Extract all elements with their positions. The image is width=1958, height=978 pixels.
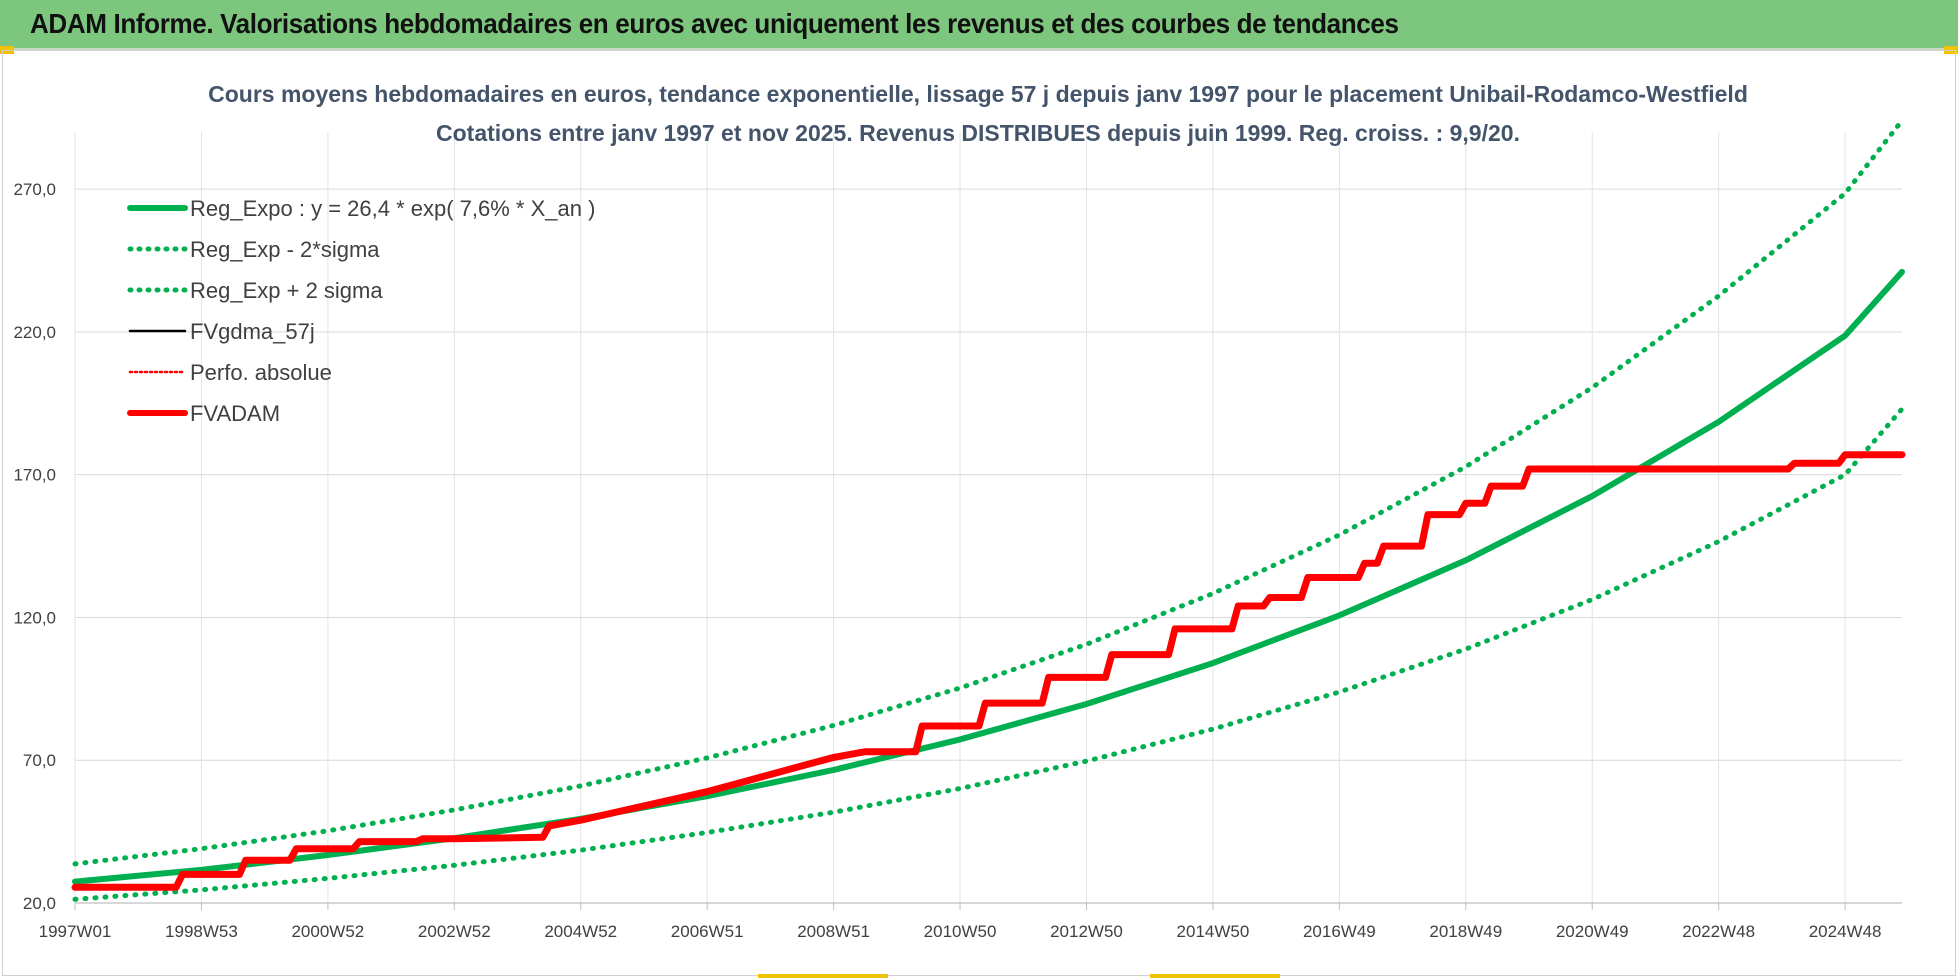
x-tick-label: 2008W51 — [797, 922, 870, 941]
y-tick-label: 170,0 — [13, 466, 56, 485]
x-tick-label: 1997W01 — [39, 922, 112, 941]
x-tick-label: 2014W50 — [1177, 922, 1250, 941]
series-line-0 — [72, 268, 1905, 885]
legend-label: Perfo. absolue — [190, 360, 332, 385]
chart-subtitle-line-1: Cours moyens hebdomadaires en euros, ten… — [208, 81, 1748, 107]
x-tick-label: 2018W49 — [1429, 922, 1502, 941]
y-tick-label: 70,0 — [23, 751, 56, 770]
x-tick-label: 2016W49 — [1303, 922, 1376, 941]
bottom-accent-left — [758, 974, 888, 978]
x-tick-label: 2006W51 — [671, 922, 744, 941]
x-tick-label: 1998W53 — [165, 922, 238, 941]
legend-label: Reg_Exp + 2 sigma — [190, 278, 383, 303]
x-tick-label: 2012W50 — [1050, 922, 1123, 941]
series-line-5 — [71, 451, 1906, 891]
x-tick-label: 2010W50 — [924, 922, 997, 941]
y-tick-label: 20,0 — [23, 894, 56, 913]
chart-subtitle-line-2: Cotations entre janv 1997 et nov 2025. R… — [436, 120, 1520, 146]
series-line-3 — [73, 453, 1904, 889]
header-bar: ADAM Informe. Valorisations hebdomadaire… — [0, 0, 1958, 50]
x-tick-label: 2002W52 — [418, 922, 491, 941]
y-tick-label: 270,0 — [13, 180, 56, 199]
y-tick-label: 220,0 — [13, 323, 56, 342]
x-tick-label: 2004W52 — [544, 922, 617, 941]
x-tick-label: 2022W48 — [1682, 922, 1755, 941]
x-tick-label: 2024W48 — [1809, 922, 1882, 941]
legend-label: Reg_Expo : y = 26,4 * exp( 7,6% * X_an ) — [190, 196, 595, 221]
series-line-4 — [73, 453, 1904, 889]
page-title: ADAM Informe. Valorisations hebdomadaire… — [30, 8, 1399, 39]
axis-layer: 20,0 70,0 120,0 170,0 220,0 270,0 1997W01 1998W… — [13, 180, 1902, 941]
legend-label: FVgdma_57j — [190, 319, 315, 344]
series-line-1 — [72, 406, 1905, 902]
bottom-accent-right — [1150, 974, 1280, 978]
x-tick-label: 2000W52 — [291, 922, 364, 941]
y-tick-label: 120,0 — [13, 608, 56, 627]
chart-frame — [2, 50, 1956, 976]
grid-layer — [74, 132, 1902, 904]
legend: Reg_Expo : y = 26,4 * exp( 7,6% * X_an )… — [127, 196, 595, 426]
x-tick-label: 2020W49 — [1556, 922, 1629, 941]
series-line-2 — [72, 118, 1905, 867]
legend-label: Reg_Exp - 2*sigma — [190, 237, 380, 262]
series-layer — [71, 118, 1906, 902]
legend-label: FVADAM — [190, 401, 280, 426]
